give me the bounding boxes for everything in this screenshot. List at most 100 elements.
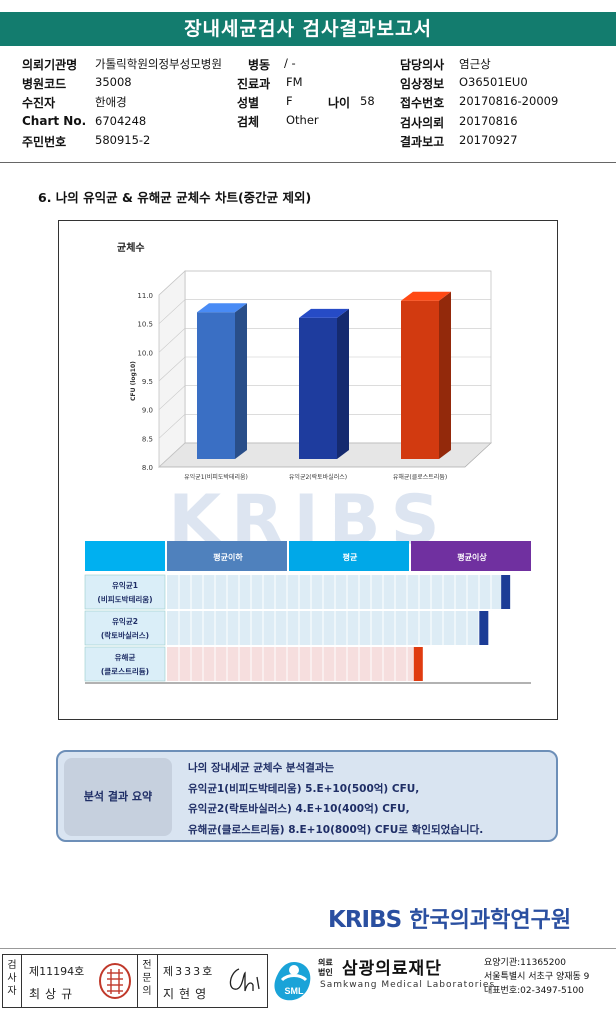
table-row-label-1: 유익균2 (112, 616, 138, 626)
org-prefix: 의료 법인 (318, 958, 333, 978)
report-date-label: 결과보고 (400, 135, 445, 149)
table-row-fill (167, 575, 502, 609)
table-header-label: 평균이하 (213, 552, 243, 562)
kribs-logo: KRIBS 한국의과학연구원 (328, 902, 571, 934)
table-row-label-cell (84, 646, 166, 682)
table-row-label-cell (84, 610, 166, 646)
request-label: 검사의뢰 (400, 116, 445, 130)
table-header-cell (167, 541, 287, 571)
patient-value: 한애경 (95, 95, 127, 109)
bar (197, 312, 235, 459)
age-value: 58 (360, 94, 375, 108)
gridline (158, 356, 491, 382)
chart-no-label: Chart No. (22, 114, 87, 128)
table-row-fill (167, 647, 414, 681)
kribs-logo-mark: KRIBS (328, 907, 402, 933)
id-value: 580915-2 (95, 133, 151, 147)
bar-top (401, 291, 451, 301)
chart-panel: 균체수 8.0 8.5 9.0 9.5 10.0 10.5 11.0 CFU (log10) 유익… (58, 220, 558, 720)
y-tick-label: 10.5 (137, 321, 153, 329)
bar-side (235, 303, 247, 459)
gridline (158, 442, 491, 468)
table-row-marker (501, 575, 511, 609)
id-label: 주민번호 (22, 135, 67, 149)
ward-label: 병동 (248, 58, 271, 72)
org-code: 요양기관:11365200 (484, 958, 566, 968)
specialist-label: 전문의 (142, 960, 152, 997)
dept-value: FM (286, 75, 303, 89)
org-contact: 요양기관:11365200 서울특별시 서초구 양재동 9 대표번호:02-34… (484, 956, 616, 998)
chart-title: 균체수 (117, 241, 145, 254)
summary-line-4: 유해균(클로스트리듐) 8.E+10(800억) CFU로 확인되었습니다. (188, 823, 484, 836)
clinical-value: O36501EU0 (459, 75, 528, 89)
table-header-cell (289, 541, 409, 571)
table-row-label-1: 유해균 (115, 652, 136, 662)
y-axis-label: CFU (log10) (130, 361, 137, 401)
y-tick-label: 9.0 (142, 407, 153, 415)
signature-icon (229, 968, 260, 992)
specialist-number: 제333호 (163, 965, 215, 978)
table-row-label-cell (84, 574, 166, 610)
summary-text: 나의 장내세균 균체수 분석결과는 유익균1(비피도박테리움) 5.E+10(5… (188, 758, 483, 840)
table-header-label: 평균이상 (457, 552, 487, 562)
kribs-name: 한국의과학연구원 (409, 908, 572, 933)
gridline (158, 328, 491, 353)
x-tick-label: 유해균(클로스트리듐) (393, 473, 447, 481)
gridline (158, 414, 491, 439)
table-row-label-2: (락토바실러스) (101, 630, 149, 640)
summary-line-2: 유익균1(비피도박테리움) 5.E+10(500억) CFU, (188, 782, 420, 795)
sex-label: 성별 (237, 96, 260, 110)
gridline (158, 299, 491, 324)
y-tick-label: 9.5 (142, 378, 153, 386)
bar-top (197, 303, 247, 313)
org-prefix-1: 의료 (318, 958, 333, 967)
table-header-corner (85, 541, 165, 571)
examiner-number: 제11194호 (29, 965, 85, 978)
table-row-marker (479, 611, 489, 645)
hospital-code-label: 병원코드 (22, 77, 67, 91)
summary-tag: 분석 결과 요약 (64, 758, 172, 836)
report-date-value: 20170927 (459, 133, 518, 147)
y-tick-label: 11.0 (137, 292, 153, 300)
ward-value: / - (284, 56, 296, 70)
report-title: 장내세균검사 검사결과보고서 (0, 12, 616, 46)
summary-line-1: 나의 장내세균 균체수 분석결과는 (188, 762, 335, 774)
institution-label: 의뢰기관명 (22, 58, 78, 72)
gridline (158, 385, 491, 410)
footer: 검사자 제11194호 최상규 전문의 제333호 지현영 SML 의료 법인 … (0, 950, 616, 1017)
patient-label: 수진자 (22, 96, 56, 110)
table-header-cell (411, 541, 531, 571)
institution-value: 가톨릭학원의정부성모병원 (95, 57, 222, 71)
y-tick-label: 10.0 (137, 349, 153, 357)
table-row-label-1: 유익균1 (112, 580, 138, 590)
x-tick-label: 유익균1(비피도박테리움) (184, 473, 248, 481)
org-english-name: Samkwang Medical Laboratories (320, 980, 496, 990)
org-prefix-2: 법인 (318, 968, 333, 977)
signature-box: 검사자 제11194호 최상규 전문의 제333호 지현영 (2, 954, 268, 1008)
summary-line-3: 유익균2(락토바실러스) 4.E+10(400억) CFU, (188, 803, 410, 815)
sml-text: SML (285, 986, 305, 996)
doctor-value: 염근상 (459, 57, 491, 71)
hospital-code-value: 35008 (95, 75, 132, 89)
doctor-label: 담당의사 (400, 58, 445, 72)
table-header-label: 평균 (343, 552, 358, 562)
table-row-label-2: (클로스트리듐) (101, 666, 149, 676)
bar-side (439, 291, 451, 459)
section-title: 6. 나의 유익균 & 유해균 균체수 차트(중간균 제외) (38, 190, 312, 205)
gridline (158, 270, 491, 296)
footer-divider (0, 948, 616, 949)
patient-info: 의뢰기관명 가톨릭학원의정부성모병원 병동 / - 담당의사 염근상 병원코드 … (0, 52, 616, 152)
specimen-label: 검체 (237, 115, 260, 129)
specimen-value: Other (286, 113, 319, 127)
examiner-label: 검사자 (7, 960, 17, 997)
bar-side (337, 308, 349, 459)
chart-no-value: 6704248 (95, 114, 147, 128)
org-address: 서울특별시 서초구 양재동 9 (484, 972, 590, 982)
bar-top (299, 308, 349, 318)
y-tick-label: 8.0 (142, 464, 153, 472)
sml-logo-icon: SML (274, 962, 311, 1001)
dept-label: 진료과 (237, 77, 271, 91)
info-divider (0, 162, 616, 163)
receipt-value: 20170816-20009 (459, 94, 559, 108)
examiner-seal-icon (99, 963, 131, 999)
